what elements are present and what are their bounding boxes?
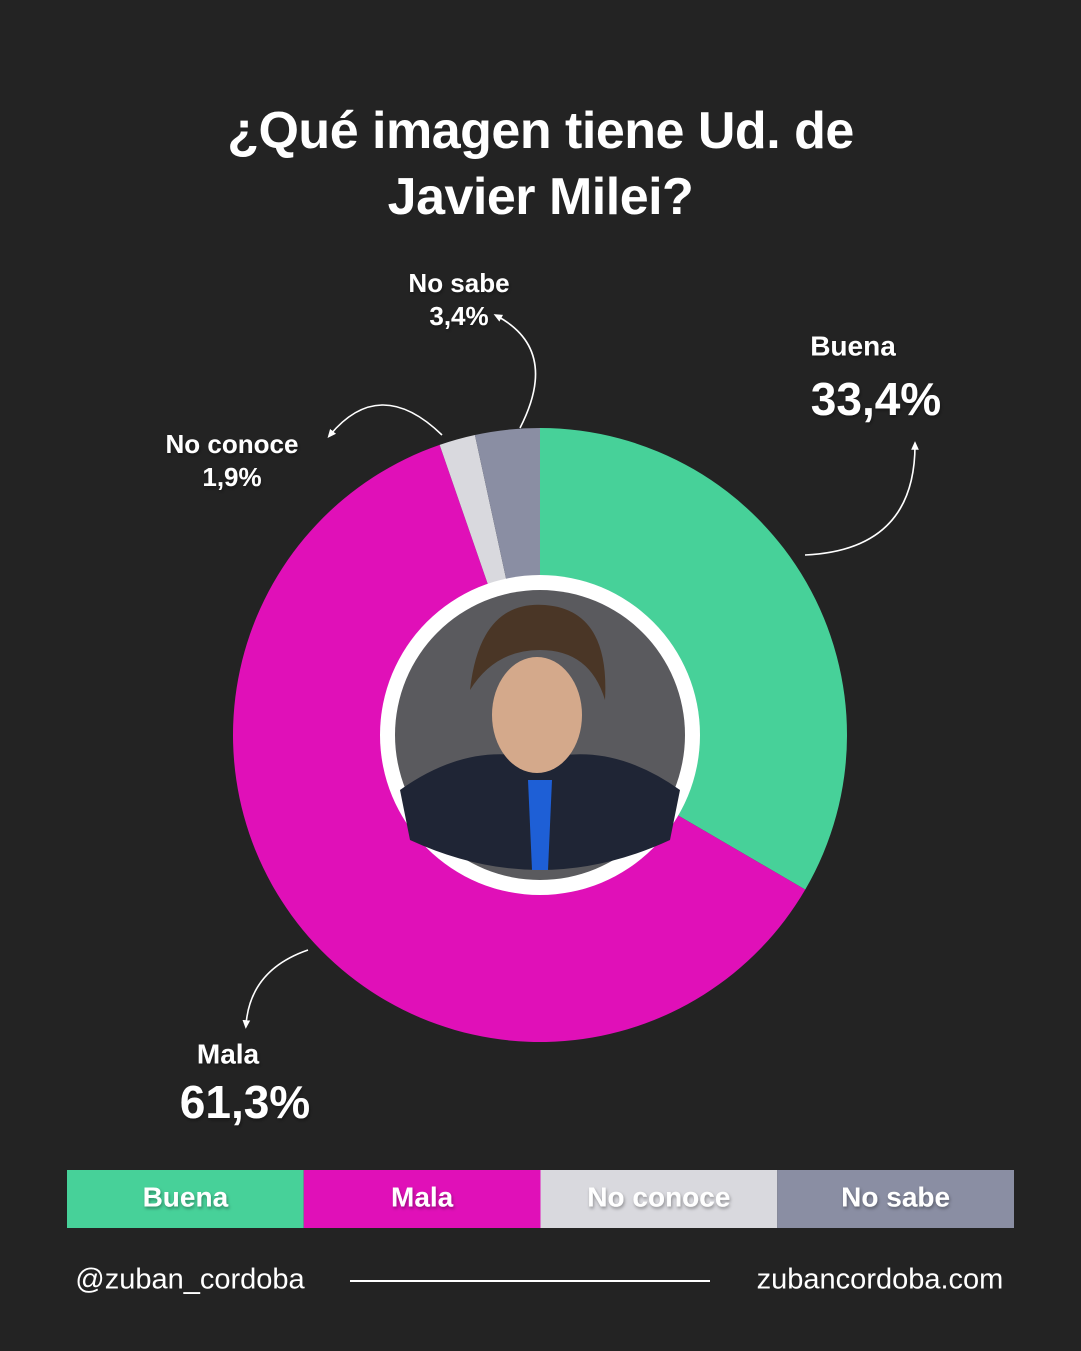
legend-label: No sabe: [841, 1181, 950, 1212]
photo-tie: [528, 780, 552, 870]
arrow: [327, 404, 443, 438]
legend-swatch: [67, 1170, 304, 1228]
legend-swatch: [540, 1170, 778, 1228]
wedge: [474, 428, 540, 584]
legend-label: No conoce: [587, 1181, 730, 1212]
legend-label: Mala: [391, 1181, 454, 1212]
category-label: Buena: [810, 330, 896, 361]
arrow: [804, 441, 919, 556]
wedge: [540, 428, 848, 890]
wedge: [439, 434, 508, 589]
legend: Buena Mala No conoce No sabe: [67, 1170, 1014, 1228]
value-label: 3,4%: [429, 301, 488, 331]
value-label: 1,9%: [202, 462, 261, 492]
category-label: No sabe: [408, 268, 509, 298]
footer-handle: @zuban_cordoba: [75, 1264, 305, 1296]
legend-swatch: [303, 1170, 541, 1228]
value-label: 61,3%: [180, 1076, 310, 1128]
wedge: [232, 444, 806, 1043]
value-label: 33,4%: [811, 373, 941, 425]
footer-website: zubancordoba.com: [757, 1264, 1004, 1296]
photo-hair: [470, 604, 606, 700]
legend-swatch: [777, 1170, 1014, 1228]
category-label: No conoce: [166, 429, 299, 459]
donut: [232, 428, 848, 1043]
photo-face: [492, 657, 582, 773]
category-label: Mala: [197, 1038, 260, 1069]
chart-title: ¿Qué imagen tiene Ud. de Javier Milei?: [227, 102, 854, 226]
legend-label: Buena: [143, 1181, 229, 1212]
arrow: [242, 949, 309, 1029]
arrow: [493, 314, 537, 429]
